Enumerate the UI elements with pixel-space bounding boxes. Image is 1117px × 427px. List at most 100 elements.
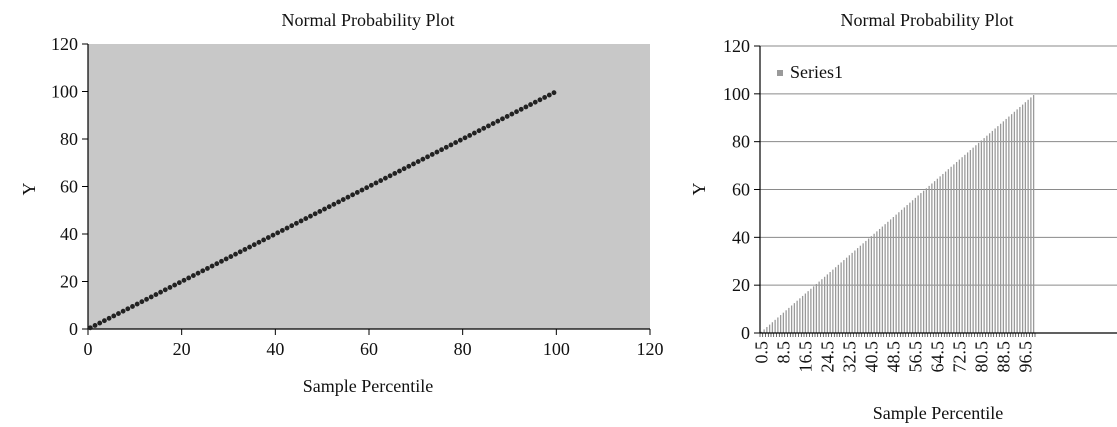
x-tick-label: 72.5	[949, 341, 969, 373]
data-point	[453, 140, 459, 145]
bar	[768, 324, 771, 333]
data-point	[294, 220, 299, 226]
data-point	[190, 273, 196, 278]
data-point	[542, 95, 548, 100]
data-point	[378, 178, 384, 183]
bar	[763, 329, 765, 333]
bar	[900, 209, 903, 333]
data-point	[457, 137, 463, 143]
bar	[917, 195, 919, 333]
bar	[1002, 121, 1005, 334]
bar	[953, 164, 955, 333]
bar	[845, 257, 848, 333]
bar	[815, 283, 818, 333]
bar	[928, 185, 930, 333]
bar	[922, 190, 925, 333]
data-point	[284, 225, 290, 231]
data-point	[406, 163, 412, 169]
y-tick-label: 80	[732, 132, 750, 152]
data-point	[392, 171, 398, 176]
data-point	[429, 152, 435, 157]
x-tick-label: 40	[266, 339, 284, 359]
data-point	[186, 275, 192, 281]
bar	[1030, 97, 1032, 333]
bar	[983, 138, 985, 333]
data-point	[528, 102, 533, 107]
bar	[914, 197, 917, 333]
data-point	[411, 161, 416, 167]
bar	[999, 123, 1002, 334]
y-tick-label: 40	[732, 227, 750, 247]
bar	[933, 181, 936, 333]
bar	[865, 240, 867, 333]
bar	[766, 327, 768, 333]
data-point	[336, 199, 341, 205]
data-point	[205, 266, 210, 271]
bar	[854, 250, 856, 333]
bar	[862, 243, 864, 333]
bar	[1008, 116, 1010, 333]
data-point	[167, 285, 173, 290]
data-point	[415, 159, 421, 164]
data-point	[509, 111, 515, 117]
bar	[832, 269, 834, 333]
y-tick-label: 80	[60, 129, 78, 149]
data-point	[364, 185, 370, 191]
data-point	[106, 315, 112, 321]
bar	[980, 140, 983, 333]
bar	[826, 274, 829, 333]
bar	[892, 217, 895, 333]
data-point	[382, 175, 388, 181]
bar	[782, 312, 785, 333]
bar	[840, 262, 842, 333]
data-point	[514, 109, 519, 115]
data-point	[111, 313, 117, 319]
x-tick-label: 100	[543, 339, 570, 359]
bar	[950, 166, 952, 333]
bar	[1005, 118, 1007, 333]
data-point	[92, 323, 98, 328]
data-point	[397, 168, 402, 174]
data-point	[242, 247, 248, 252]
x-tick-label: 40.5	[861, 341, 881, 373]
bar	[898, 212, 900, 333]
data-point	[368, 182, 374, 188]
legend-label: Series1	[790, 62, 843, 82]
data-point	[87, 325, 93, 331]
bar	[848, 255, 851, 333]
data-point	[237, 249, 243, 255]
data-point	[228, 254, 234, 259]
bar	[944, 171, 947, 333]
bar	[906, 205, 908, 333]
data-point	[486, 123, 491, 129]
bar	[1016, 109, 1018, 333]
bar	[931, 183, 933, 333]
data-point	[308, 213, 313, 219]
data-point	[345, 194, 351, 200]
data-point	[134, 301, 140, 307]
data-point	[172, 282, 178, 288]
bar	[859, 245, 862, 333]
data-point	[298, 218, 304, 224]
data-point	[401, 166, 407, 172]
bar	[777, 317, 779, 333]
bar	[1032, 95, 1035, 333]
x-tick-label: 120	[637, 339, 664, 359]
bar	[856, 248, 859, 333]
data-point	[214, 261, 220, 267]
x-axis-label: Sample Percentile	[303, 376, 433, 396]
data-point	[265, 235, 271, 240]
bar	[878, 228, 881, 333]
bar	[947, 169, 950, 333]
data-point	[443, 144, 449, 150]
data-point	[495, 118, 501, 124]
x-tick-label: 0	[84, 339, 93, 359]
data-point	[200, 268, 206, 274]
bar	[964, 154, 966, 333]
data-point	[289, 223, 295, 229]
bar	[837, 264, 840, 333]
data-point	[354, 190, 360, 195]
data-point	[331, 201, 337, 207]
bar	[961, 157, 963, 333]
data-point	[312, 211, 318, 217]
